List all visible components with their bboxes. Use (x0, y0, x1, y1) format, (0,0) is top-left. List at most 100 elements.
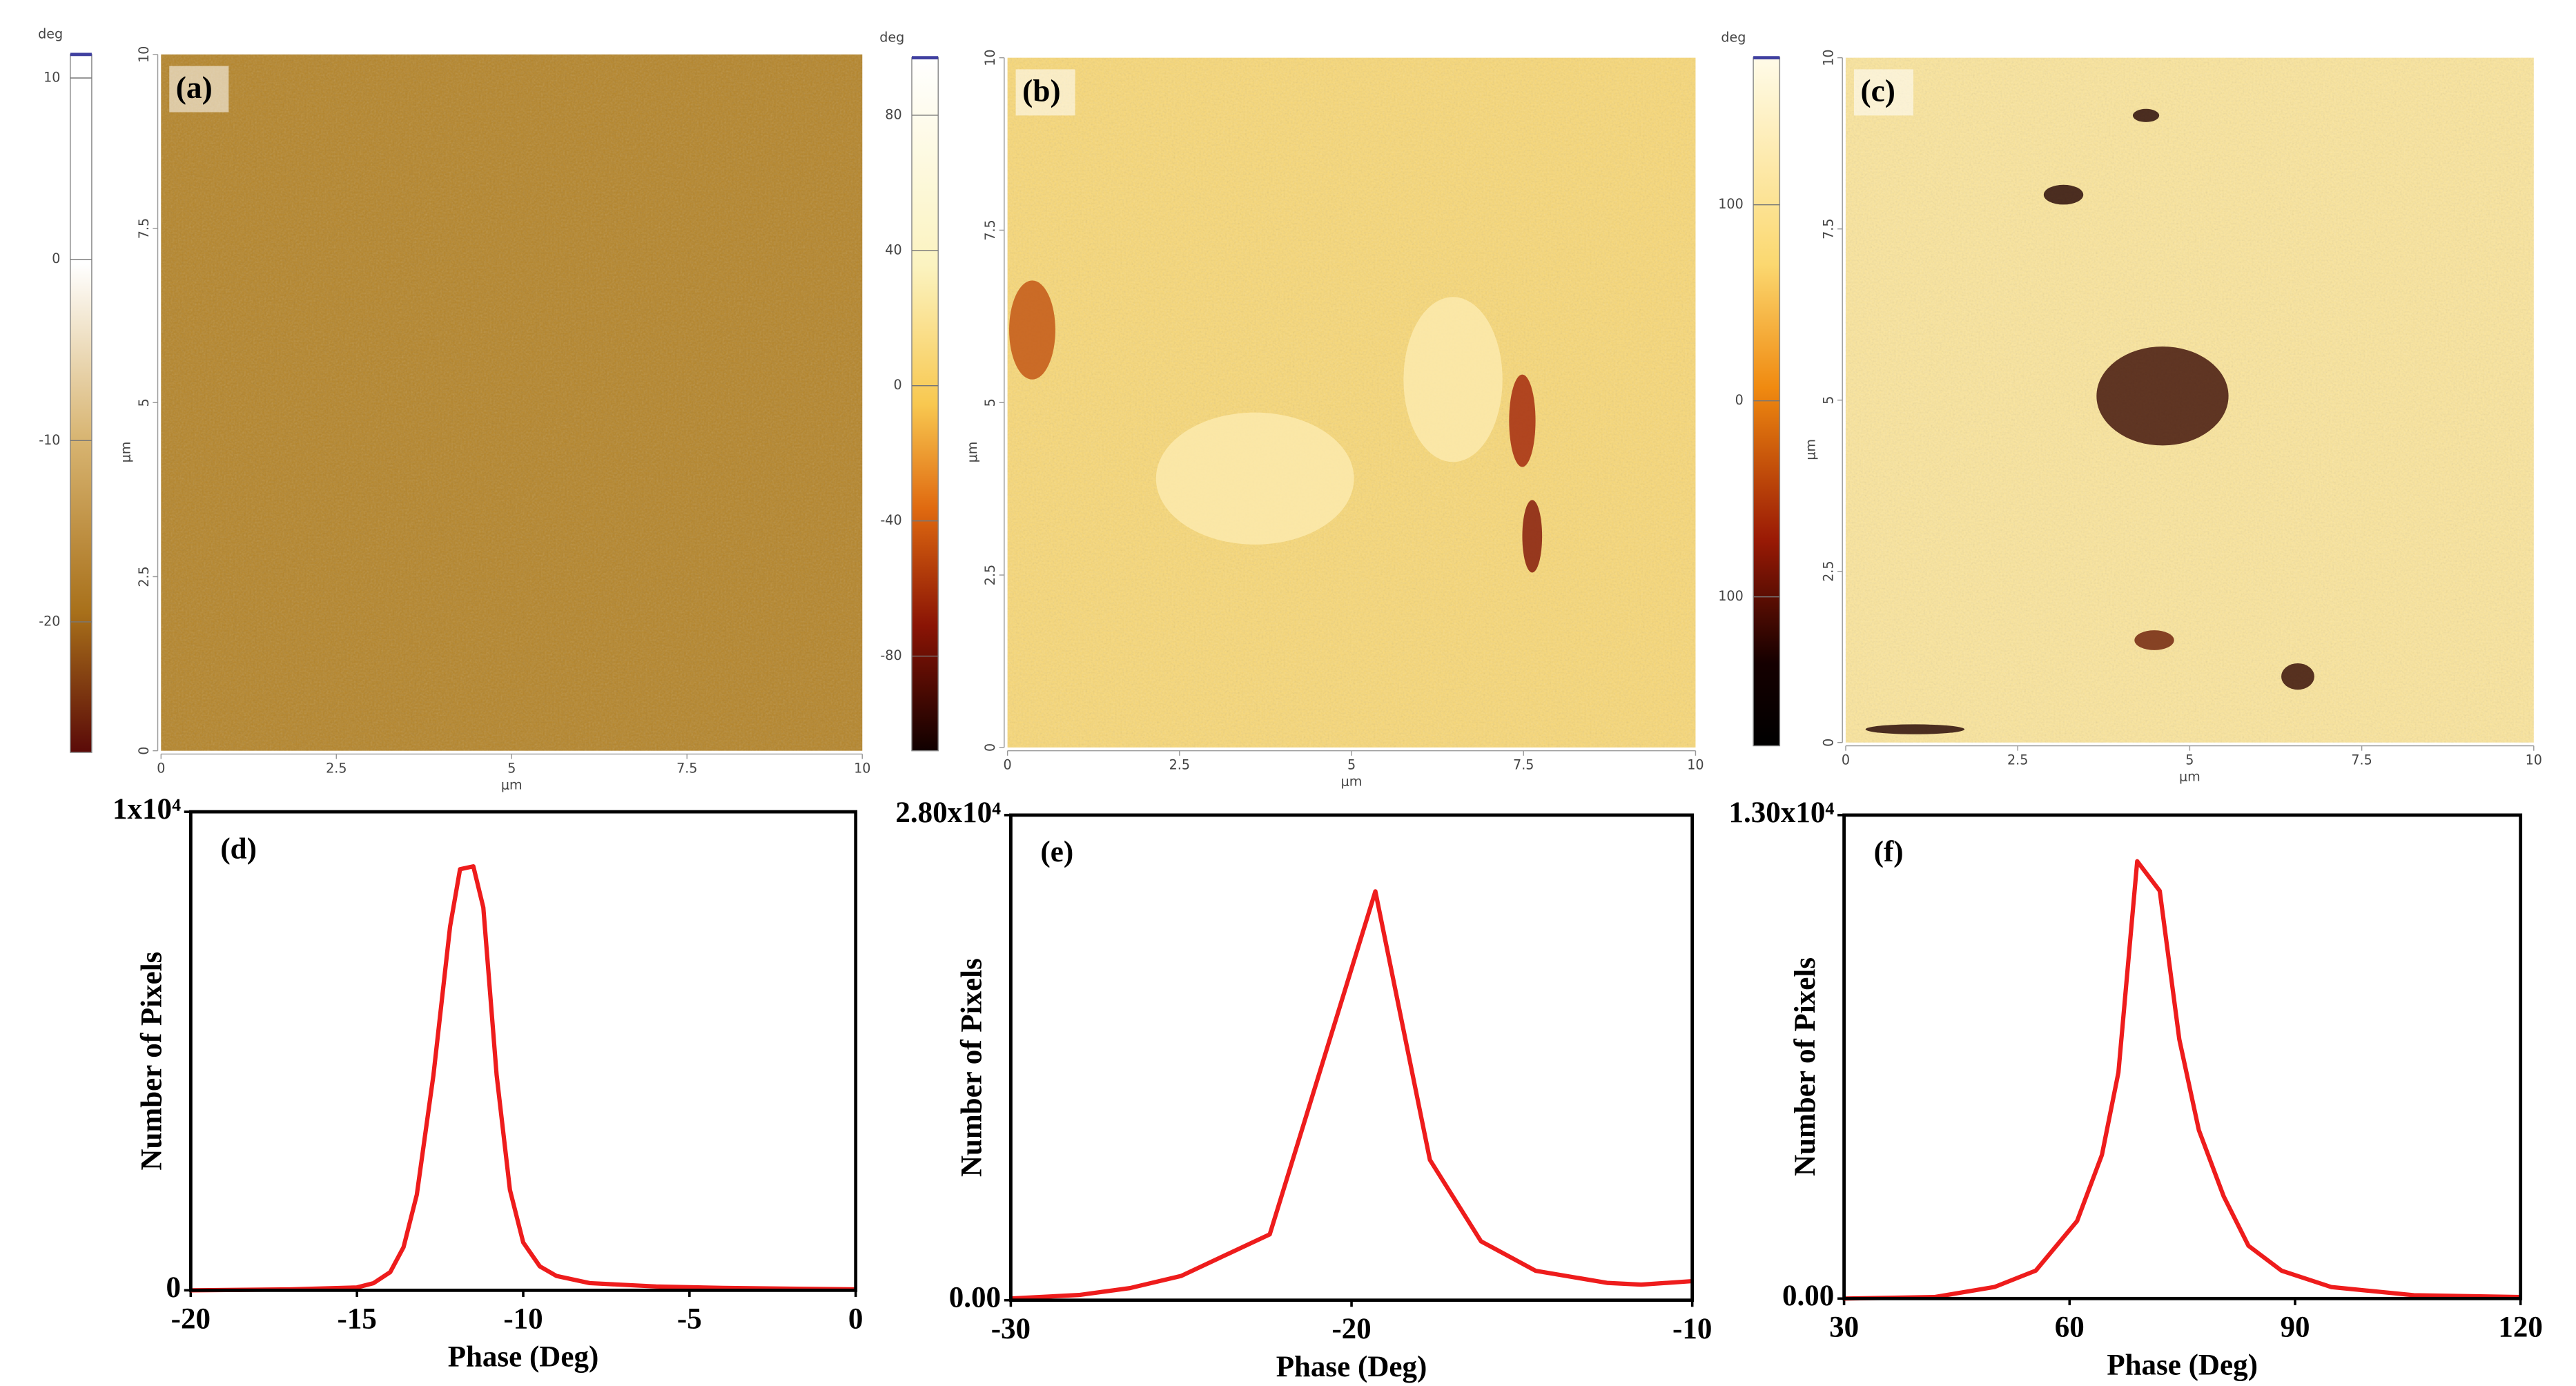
x-axis-label: μm (1341, 774, 1363, 790)
colorbar (1753, 57, 1781, 747)
afm-feature (1155, 412, 1354, 545)
panel-label: (f) (1874, 836, 1904, 868)
panel-label-box (169, 66, 229, 113)
afm-feature (1009, 280, 1055, 380)
x-tick-label: -10 (1672, 1313, 1712, 1345)
line-series (191, 864, 856, 1293)
panel-label: (c) (1860, 74, 1895, 108)
x-tick-label: 0 (1004, 757, 1012, 773)
x-tick-label: 0 (157, 760, 165, 776)
y-tick-label: 5 (136, 398, 152, 407)
panel-label: (a) (176, 70, 213, 105)
y-tick-label: 10 (982, 50, 998, 66)
afm-texture (1007, 57, 1696, 748)
colorbar-tick-label: 100 (1718, 196, 1743, 212)
x-tick-label: 7.5 (1513, 757, 1534, 773)
x-axis-label: μm (2179, 768, 2201, 784)
x-tick-label: 2.5 (1169, 757, 1190, 773)
y-tick-label: 1x10⁴ (113, 793, 181, 826)
colorbar-tick-label: -40 (880, 512, 901, 528)
x-axis-label: Phase (Deg) (448, 1341, 599, 1374)
panel-label: (e) (1040, 836, 1073, 868)
afm-feature (2134, 630, 2174, 650)
colorbar-tick-label: 80 (885, 106, 901, 122)
afm-feature (1509, 374, 1536, 467)
afm-feature (2132, 108, 2160, 122)
x-tick-label: 0 (1842, 752, 1850, 768)
y-axis-label: μm (1802, 439, 1818, 460)
y-tick-label: 7.5 (136, 218, 152, 239)
plot-frame (188, 810, 858, 1292)
y-tick-label: 1.30x10⁴ (1729, 797, 1835, 829)
y-tick-label: 2.5 (136, 566, 152, 587)
afm-feature (1865, 724, 1965, 734)
x-tick-label: 7.5 (2351, 752, 2372, 768)
panel-label: (b) (1022, 74, 1061, 108)
colorbar-unit: deg (38, 26, 63, 42)
x-tick-label: 7.5 (676, 760, 697, 776)
y-axis-label: μm (964, 442, 980, 463)
y-tick-label: 0.00 (1782, 1280, 1834, 1312)
y-tick-label: 7.5 (1821, 218, 1837, 239)
afm-feature (2281, 663, 2314, 690)
x-tick-label: 5 (1347, 757, 1356, 773)
x-tick-label: -20 (171, 1303, 211, 1336)
colorbar-tick-label: 0 (893, 377, 901, 393)
panel-label-box (1853, 69, 1913, 116)
x-tick-label: 10 (2526, 752, 2542, 768)
x-tick-label: -20 (1331, 1313, 1371, 1345)
x-tick-label: 10 (1687, 757, 1704, 773)
y-axis-label: Number of Pixels (1789, 957, 1822, 1176)
plot-frame (1842, 813, 2523, 1300)
x-tick-label: -10 (503, 1303, 543, 1336)
x-tick-label: 30 (1829, 1311, 1859, 1344)
x-tick-label: 2.5 (326, 760, 347, 776)
afm-texture (161, 54, 863, 751)
y-tick-label: 5 (982, 398, 998, 407)
y-tick-label: 0 (166, 1271, 181, 1304)
line-series (1011, 889, 1692, 1301)
y-axis-label: Number of Pixels (956, 958, 988, 1177)
colorbar-unit: deg (879, 29, 904, 45)
plot-frame (1009, 813, 1695, 1302)
afm-feature (2043, 184, 2084, 205)
colorbar-unit: deg (1721, 29, 1746, 45)
x-tick-label: 90 (2280, 1311, 2310, 1344)
colorbar-tick-label: 0 (1735, 392, 1744, 408)
y-tick-label: 5 (1821, 396, 1837, 404)
colorbar-tick-label: -80 (880, 647, 901, 663)
x-tick-label: 120 (2498, 1311, 2543, 1344)
x-tick-label: 2.5 (2007, 752, 2028, 768)
x-tick-label: 60 (2055, 1311, 2085, 1344)
y-tick-label: 7.5 (982, 219, 998, 240)
y-tick-label: 2.5 (1821, 561, 1837, 582)
colorbar-tick-label: -10 (39, 432, 60, 448)
x-tick-label: 0 (848, 1303, 863, 1336)
x-tick-label: 10 (854, 760, 870, 776)
afm-feature (2096, 346, 2229, 446)
x-axis-label: Phase (Deg) (2107, 1349, 2258, 1382)
colorbar-tick-label: -20 (39, 613, 60, 629)
afm-feature (1522, 500, 1543, 573)
afm-feature (1403, 297, 1503, 462)
y-tick-label: 0.00 (949, 1282, 1001, 1314)
y-axis-label: Number of Pixels (136, 952, 168, 1171)
x-axis-label: Phase (Deg) (1276, 1351, 1427, 1383)
x-tick-label: -15 (338, 1303, 377, 1336)
colorbar-tick-label: 100 (1718, 588, 1743, 604)
colorbar-tick-label: 40 (885, 242, 901, 257)
y-tick-label: 10 (1821, 50, 1837, 66)
y-tick-label: 2.5 (982, 565, 998, 585)
y-axis-label: μm (118, 442, 134, 463)
x-tick-label: -5 (677, 1303, 702, 1336)
x-tick-label: -30 (991, 1313, 1031, 1345)
line-series (1844, 859, 2521, 1301)
y-tick-label: 2.80x10⁴ (895, 797, 1001, 829)
colorbar (70, 54, 92, 753)
x-tick-label: 5 (2185, 752, 2194, 768)
y-tick-label: 0 (982, 743, 998, 752)
x-tick-label: 5 (507, 760, 516, 776)
